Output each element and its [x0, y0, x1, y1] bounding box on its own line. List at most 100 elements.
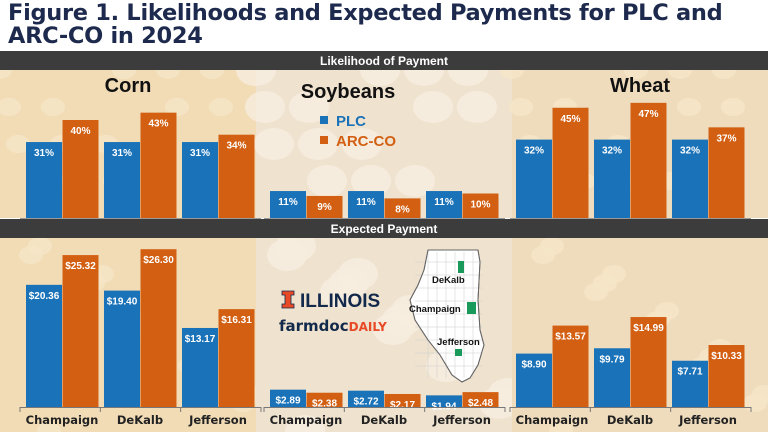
texture-grain: [37, 422, 61, 432]
texture-grain: [540, 237, 564, 255]
bar-value-label: $19.40: [107, 297, 138, 308]
bar-value-label: $16.31: [221, 315, 252, 326]
legend-swatch: [320, 136, 328, 144]
bar-value-label: $2.38: [312, 399, 337, 410]
county-label: DeKalb: [432, 275, 465, 286]
county-dekalb: [458, 261, 464, 273]
bar-value-label: 37%: [716, 133, 736, 144]
bar-plc: [26, 284, 62, 407]
category-label: Jefferson: [432, 413, 491, 427]
bar-plc: [182, 142, 218, 218]
bar-arc-co: [384, 393, 421, 407]
category-label: Champaign: [26, 413, 99, 427]
legend-label: PLC: [336, 113, 366, 130]
farmdoc-daily-logo: farmdocDAILY: [279, 317, 387, 335]
county-label: Jefferson: [437, 337, 480, 348]
county-jefferson: [455, 349, 462, 356]
section-band: [0, 51, 768, 70]
texture-grain: [165, 98, 189, 116]
category-label: Champaign: [270, 413, 343, 427]
crop-title: Corn: [105, 75, 152, 97]
illinois-map: DeKalb Champaign Jefferson: [409, 249, 485, 383]
section-title: Expected Payment: [331, 222, 438, 236]
bar-arc-co: [708, 345, 745, 407]
texture-grain: [338, 258, 378, 290]
bar-arc-co: [384, 198, 421, 218]
bar-plc: [270, 389, 306, 407]
bar-arc-co: [552, 325, 589, 407]
texture-grain: [0, 98, 21, 116]
texture-grain: [254, 128, 294, 160]
bar-value-label: 43%: [148, 119, 168, 130]
texture-grain: [549, 422, 573, 432]
bar-value-label: $1.94: [431, 401, 456, 412]
bar-value-label: $9.79: [599, 354, 624, 365]
texture-grain: [209, 98, 233, 116]
bar-value-label: $2.72: [353, 397, 378, 408]
bar-value-label: $13.17: [185, 334, 216, 345]
bar-arc-co: [62, 255, 99, 407]
texture-grain: [6, 135, 30, 153]
bar-value-label: $26.30: [143, 255, 174, 266]
crop-title: Wheat: [610, 75, 670, 97]
bar-arc-co: [140, 112, 177, 218]
bar-arc-co: [306, 392, 343, 407]
bar-value-label: 10%: [470, 200, 490, 211]
category-label: DeKalb: [361, 413, 407, 427]
texture-grain: [307, 165, 347, 197]
bar-value-label: 47%: [638, 109, 658, 120]
illinois-wordmark: ILLINOIS: [300, 291, 380, 312]
bar-value-label: 32%: [524, 146, 544, 157]
texture-grain: [602, 265, 626, 283]
texture-grain: [752, 385, 768, 403]
texture-grain: [298, 128, 338, 160]
bar-plc: [26, 142, 62, 218]
category-label: Champaign: [516, 413, 589, 427]
bar-arc-co: [630, 317, 667, 407]
bar-plc: [426, 191, 462, 218]
bar-arc-co: [630, 102, 667, 218]
bar-plc: [104, 142, 140, 218]
bar-value-label: $7.71: [677, 367, 702, 378]
texture-grain: [342, 128, 382, 160]
texture-grain: [395, 165, 435, 197]
texture-grain: [285, 415, 325, 432]
bar-value-label: $20.36: [29, 291, 60, 302]
bar-value-label: 31%: [112, 148, 132, 159]
bar-value-label: $14.99: [633, 323, 664, 334]
bar-plc: [516, 139, 552, 218]
texture-grain: [289, 91, 329, 123]
bar-value-label: 8%: [395, 204, 410, 215]
bar-arc-co: [462, 392, 499, 407]
bar-arc-co: [62, 120, 99, 218]
bar-value-label: 11%: [434, 197, 454, 208]
section-title: Likelihood of Payment: [320, 54, 448, 68]
section-band: [0, 219, 768, 238]
farmdoc-text: farmdoc: [279, 317, 349, 335]
category-label: Jefferson: [678, 413, 737, 427]
bar-value-label: $8.90: [521, 360, 546, 371]
bar-plc: [516, 353, 552, 407]
category-label: DeKalb: [607, 413, 653, 427]
bar-value-label: $2.17: [390, 400, 415, 411]
legend-label: ARC-CO: [336, 133, 396, 150]
bar-arc-co: [306, 195, 343, 218]
category-label: Jefferson: [188, 413, 247, 427]
bar-value-label: 45%: [560, 114, 580, 125]
bar-value-label: $13.57: [555, 332, 586, 343]
bar-plc: [348, 191, 384, 218]
bar-plc: [182, 327, 218, 407]
bar-plc: [426, 395, 462, 407]
texture-grain: [28, 237, 52, 255]
texture-grain: [721, 98, 745, 116]
texture-grain: [677, 98, 701, 116]
county-champaign: [467, 302, 476, 314]
texture-grain: [655, 302, 679, 320]
bar-value-label: 32%: [602, 146, 622, 157]
texture-grain: [457, 91, 497, 123]
figure-title: Figure 1. Likelihoods and Expected Payme…: [8, 0, 723, 49]
bar-arc-co: [218, 134, 255, 218]
bar-plc: [594, 348, 630, 407]
bar-value-label: $25.32: [65, 261, 96, 272]
